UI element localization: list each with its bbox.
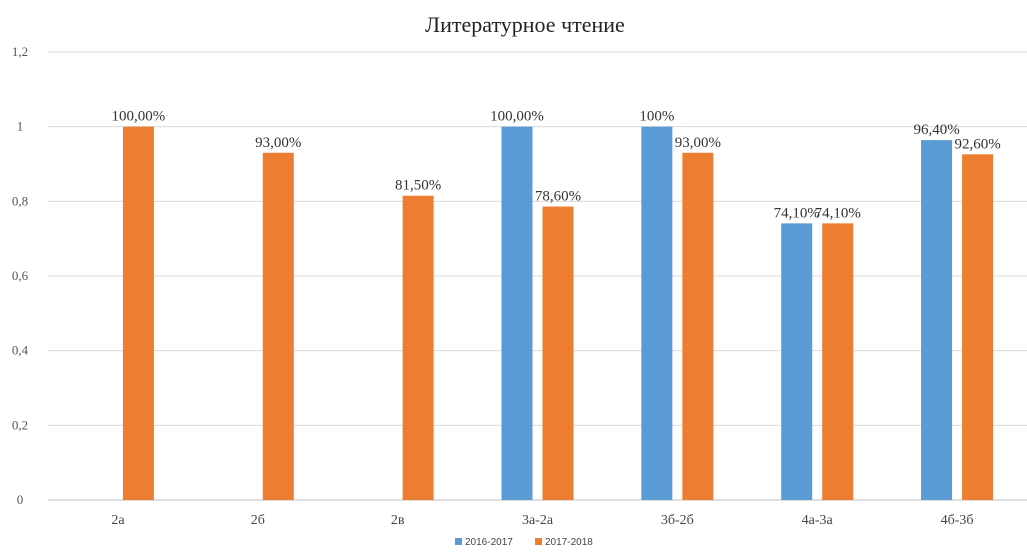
legend-label: 2016-2017 [465,537,513,548]
x-category-label: 3б-2б [661,513,694,528]
y-axis-ticks: 0 0,2 0,4 0,6 0,8 1 1,2 [12,44,29,507]
y-tick-label: 0,8 [12,193,28,208]
data-labels: 100,00%93,00%81,50%100,00%78,60%100%93,0… [112,109,1001,222]
legend-swatch [535,538,542,545]
chart-title: Литературное чтение [425,12,625,37]
y-tick-label: 0,6 [12,268,29,283]
data-label: 74,10% [774,205,820,221]
bar-series2 [402,195,434,500]
legend-swatch [455,538,462,545]
y-tick-label: 1,2 [12,44,28,59]
bar-series2 [682,152,714,501]
x-category-label: 3а-2а [522,513,554,528]
data-label: 78,60% [535,189,581,205]
data-label: 96,40% [913,122,959,138]
bar-series2 [822,223,854,501]
bar-series1 [781,223,813,501]
bar-series2 [542,206,574,500]
y-tick-label: 0 [17,492,24,507]
data-label: 100,00% [490,109,544,125]
data-label: 100% [639,109,674,125]
x-category-label: 2а [111,513,125,528]
bars [122,126,994,501]
bar-series1 [501,126,533,501]
x-category-label: 2в [391,513,405,528]
data-label: 100,00% [112,109,166,125]
data-label: 93,00% [255,135,301,151]
bar-series2 [122,126,154,501]
bar-series2 [962,154,994,500]
y-tick-label: 0,2 [12,417,28,432]
legend: 2016-2017 2017-2018 [455,537,593,548]
y-tick-label: 1 [17,119,24,134]
data-label: 93,00% [675,135,721,151]
data-label: 81,50% [395,178,441,194]
data-label: 92,60% [954,136,1000,152]
x-category-label: 2б [251,513,265,528]
x-category-label: 4а-3а [802,513,834,528]
legend-label: 2017-2018 [545,537,593,548]
bar-series1 [921,140,953,500]
bar-series2 [262,152,294,501]
data-label: 74,10% [815,205,861,221]
gridlines [48,51,1027,501]
y-tick-label: 0,4 [12,343,29,358]
x-category-label: 4б-3б [941,513,974,528]
x-axis-categories: 2а 2б 2в 3а-2а 3б-2б 4а-3а 4б-3б [111,513,973,528]
bar-series1 [641,126,673,501]
